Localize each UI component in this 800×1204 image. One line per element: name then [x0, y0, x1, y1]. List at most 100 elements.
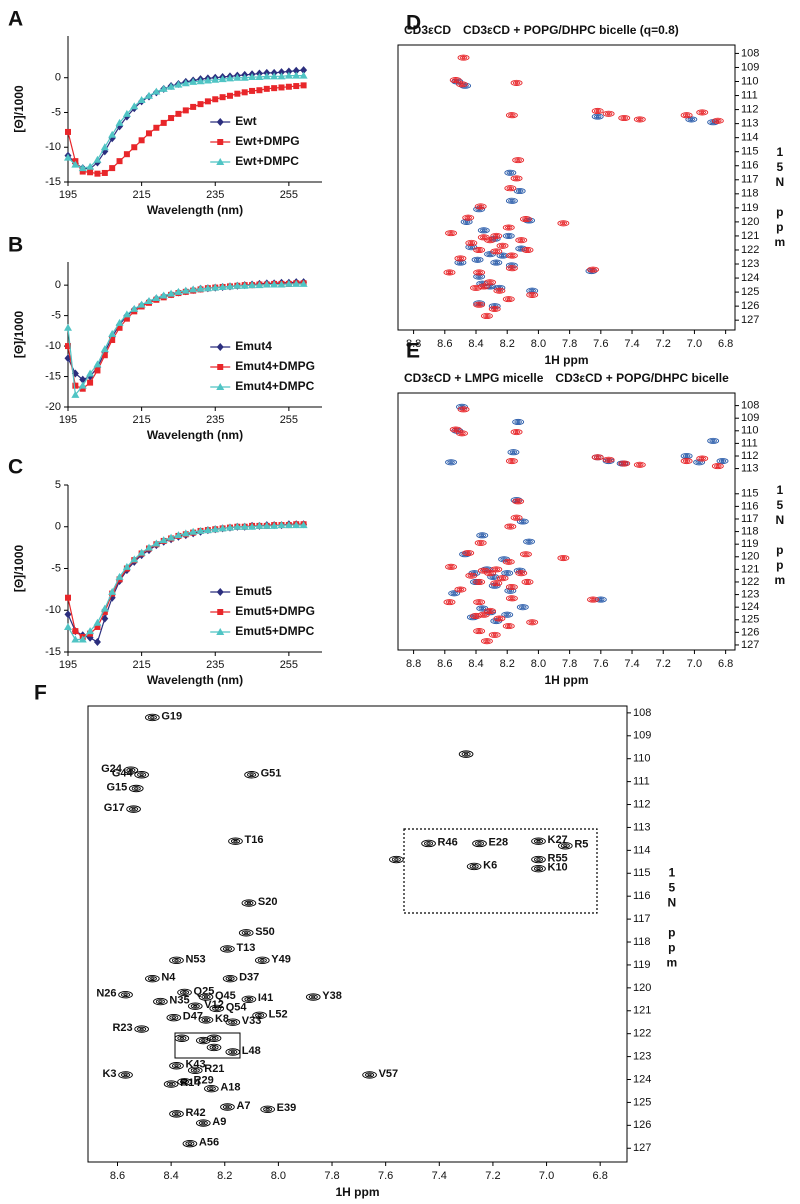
peak-contour — [484, 607, 497, 614]
y-tick-label: 116 — [741, 500, 759, 512]
peak-contour — [364, 1072, 375, 1078]
peak-contour — [488, 281, 492, 284]
y-tick-label: 116 — [741, 160, 759, 172]
peak-contour — [557, 842, 573, 850]
peak — [587, 596, 599, 603]
peak — [228, 837, 243, 845]
peak — [493, 615, 506, 622]
peak — [505, 595, 518, 602]
x-tick-label: 215 — [132, 659, 150, 671]
peak-contour — [241, 930, 251, 936]
peak-contour — [445, 563, 457, 570]
peak-contour — [123, 1073, 128, 1077]
y-tick-label: 114 — [633, 844, 651, 856]
peak — [490, 580, 503, 587]
peak-contour — [530, 289, 535, 292]
peak — [484, 279, 497, 286]
y-axis-label: [Θ]/1000 — [12, 544, 26, 592]
peak-contour — [490, 580, 503, 587]
peak-contour — [602, 456, 615, 463]
peak — [153, 997, 168, 1006]
peak — [445, 230, 457, 237]
peak-label: Q45 — [215, 990, 236, 1002]
marker — [278, 84, 285, 91]
peak — [507, 449, 520, 456]
peak-contour — [559, 221, 568, 226]
legend-marker — [217, 609, 224, 615]
peak-contour — [171, 957, 182, 963]
peak-contour — [228, 1019, 238, 1025]
x-tick-label: 8.0 — [531, 658, 546, 670]
peak-contour — [707, 437, 720, 444]
peak-contour — [510, 597, 514, 600]
y-tick-label: -10 — [45, 340, 61, 352]
marker — [64, 153, 72, 161]
peak-contour — [171, 1111, 182, 1117]
marker — [182, 107, 189, 114]
y-tick-label: 113 — [741, 462, 759, 474]
marker — [137, 95, 146, 103]
x-tick-label: 195 — [59, 659, 77, 671]
marker — [255, 73, 264, 81]
peak-contour — [484, 237, 497, 244]
peak-contour — [709, 438, 717, 443]
peak-contour — [528, 620, 536, 625]
peak — [421, 839, 436, 848]
marker — [255, 281, 264, 289]
y-tick-label: 124 — [741, 272, 759, 284]
peak — [195, 1036, 211, 1045]
x-tick-label: 8.4 — [468, 338, 483, 350]
peak-contour — [480, 607, 485, 610]
peak-contour — [169, 956, 184, 965]
peak-contour — [451, 427, 460, 432]
peak — [502, 558, 515, 565]
peak-contour — [461, 56, 466, 59]
peak-contour — [198, 1038, 208, 1043]
peak-label: V57 — [379, 1068, 399, 1080]
peak — [480, 638, 493, 645]
panel-letter: E — [406, 340, 420, 363]
peak-contour — [508, 459, 516, 464]
marker — [299, 521, 308, 529]
peak — [516, 604, 529, 611]
peak-contour — [174, 1112, 179, 1116]
peak-contour — [474, 286, 478, 289]
peak-contour — [145, 713, 160, 722]
peak-contour — [506, 186, 515, 191]
x-tick-label: 7.6 — [593, 338, 608, 350]
peak-contour — [480, 228, 488, 233]
peak-contour — [718, 459, 727, 464]
peak — [618, 114, 631, 122]
peak-contour — [496, 575, 509, 582]
peak-contour — [451, 78, 460, 83]
marker — [78, 381, 87, 389]
legend-marker — [216, 383, 225, 390]
peak-contour — [458, 588, 463, 591]
peak — [448, 590, 461, 597]
peak-contour — [260, 1105, 275, 1113]
marker — [137, 300, 146, 308]
peak — [465, 572, 478, 579]
panel-letter: B — [8, 234, 23, 257]
peak-contour — [147, 976, 157, 982]
peak — [711, 463, 724, 470]
peak-contour — [519, 216, 532, 223]
peak-contour — [490, 566, 503, 573]
peak-contour — [682, 453, 691, 459]
marker — [181, 79, 190, 87]
peak-contour — [496, 252, 509, 259]
peak — [472, 839, 487, 848]
x-tick-label: 6.8 — [718, 338, 733, 350]
legend-label: CD3εCD + POPG/DHPC bicelle — [555, 371, 729, 385]
peak-contour — [147, 715, 157, 720]
peak-contour — [519, 519, 527, 524]
peak-contour — [474, 203, 487, 210]
x-tick-label: 8.0 — [531, 338, 546, 350]
peak-contour — [465, 572, 478, 579]
peak-contour — [505, 624, 513, 629]
peak-contour — [445, 270, 454, 275]
peak-contour — [531, 837, 546, 845]
marker — [101, 352, 108, 359]
peak-contour — [472, 839, 487, 848]
x-tick-label: 8.4 — [163, 1170, 178, 1182]
